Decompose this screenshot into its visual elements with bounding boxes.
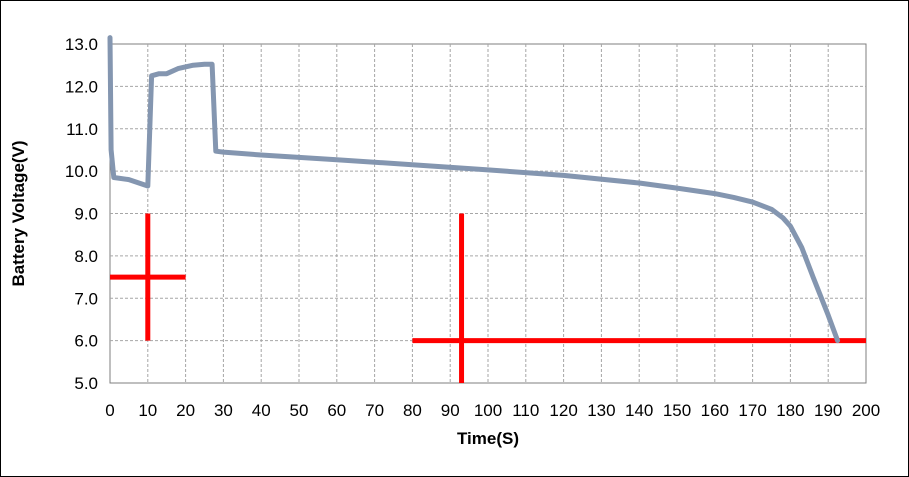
x-tick-label: 190 [814,401,842,420]
x-tick-label: 70 [365,401,384,420]
x-tick-label: 30 [214,401,233,420]
x-tick-label: 80 [403,401,422,420]
x-tick-label: 160 [701,401,729,420]
y-tick-label: 12.0 [65,77,98,96]
x-tick-label: 140 [625,401,653,420]
x-axis-ticks: 0 10 20 30 40 50 60 70 80 90 100 110 120 130 140 150 160… [105,401,880,420]
y-tick-label: 10.0 [65,162,98,181]
series-line-1 [107,35,841,344]
x-tick-label: 20 [176,401,195,420]
y-tick-label: 6.0 [74,332,98,351]
x-tick-label: 170 [738,401,766,420]
y-tick-label: 7.0 [74,289,98,308]
x-tick-label: 60 [327,401,346,420]
x-tick-label: 40 [252,401,271,420]
x-tick-label: 150 [663,401,691,420]
y-tick-label: 13.0 [65,35,98,54]
y-tick-label: 8.0 [74,247,98,266]
x-tick-label: 10 [138,401,157,420]
series [107,35,841,344]
x-tick-label: 110 [512,401,539,420]
y-tick-label: 5.0 [74,374,98,393]
y-axis-ticks: 5.0 6.0 7.0 8.0 9.0 10.0 11.0 12.0 13.0 [65,35,98,393]
annotations [110,213,866,383]
y-axis-title: Battery Voltage(V) [9,140,28,286]
x-tick-label: 0 [105,401,114,420]
x-tick-label: 120 [549,401,577,420]
x-tick-label: 50 [290,401,309,420]
x-tick-label: 100 [474,401,502,420]
x-tick-label: 200 [852,401,880,420]
x-tick-label: 90 [441,401,460,420]
x-tick-label: 130 [587,401,615,420]
y-tick-label: 9.0 [74,205,98,224]
x-tick-label: 180 [776,401,804,420]
x-axis-title: Time(S) [457,429,519,448]
y-tick-label: 11.0 [66,120,98,139]
